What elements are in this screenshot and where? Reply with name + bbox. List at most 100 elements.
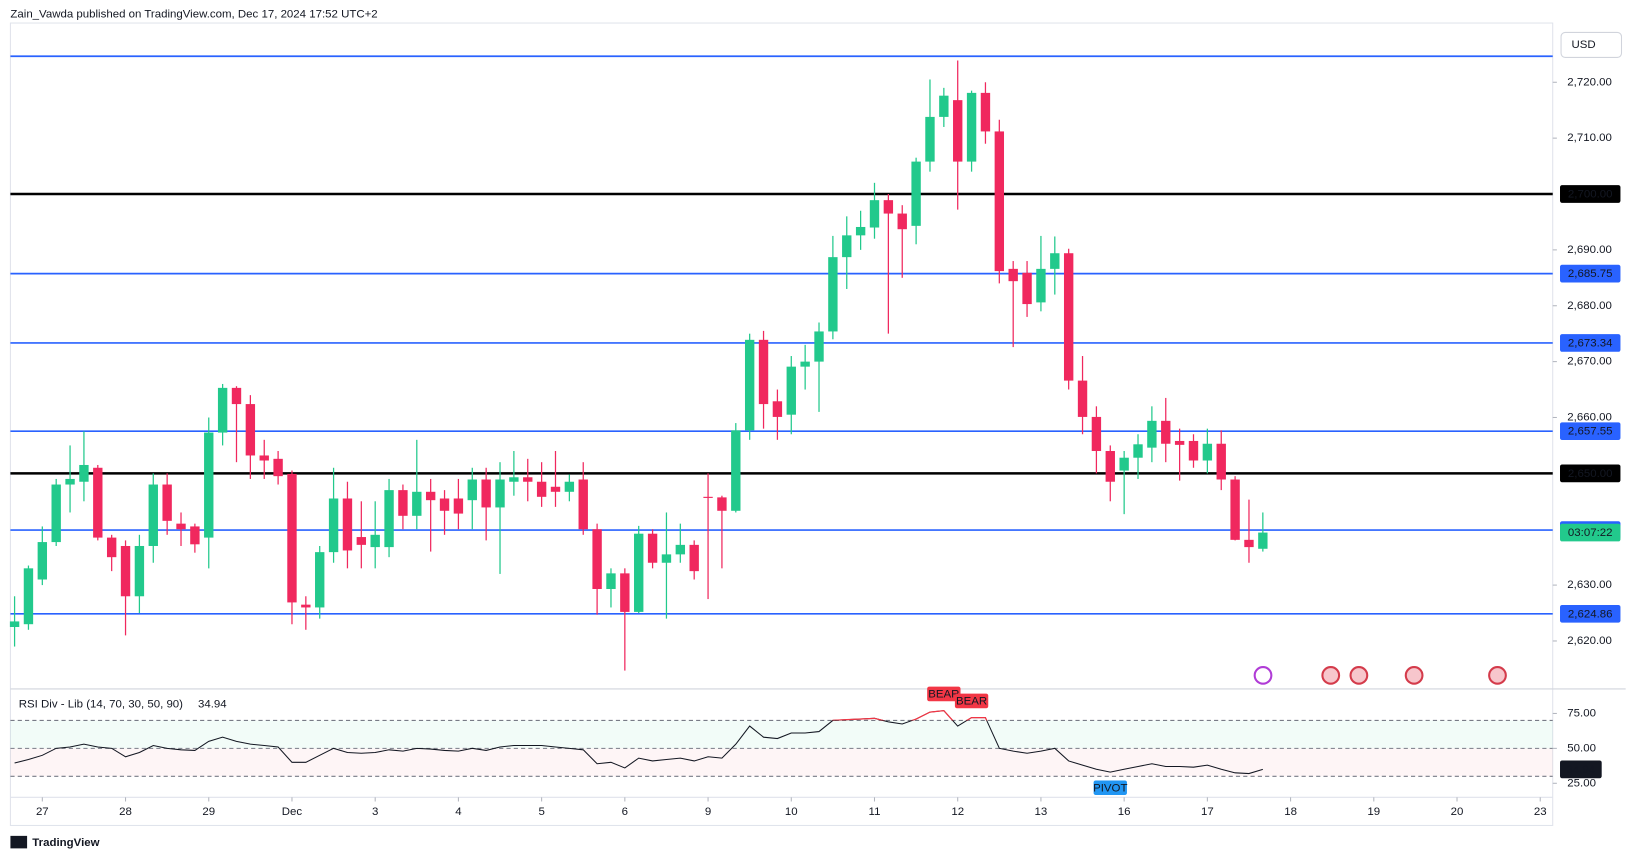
candle-body [703, 496, 713, 498]
candle-body [842, 235, 852, 258]
plot-frame [9, 22, 1554, 826]
candle-body [689, 544, 699, 572]
candle-body [855, 226, 866, 236]
candle-body [980, 92, 991, 132]
candle-body [204, 432, 214, 538]
y-tick-label: 2,710.00 [1567, 132, 1612, 144]
signal-label: BEAR [928, 689, 959, 701]
candle-body [1188, 440, 1199, 461]
y-tick-label: 2,660.00 [1567, 412, 1612, 424]
candle-body [384, 490, 394, 548]
signal-label: BEAR [956, 696, 987, 708]
candle-body [1147, 420, 1157, 448]
candle-body [106, 537, 117, 558]
y-tick-label: 2,670.00 [1567, 356, 1612, 368]
candle-body [634, 533, 644, 612]
candle-body [1133, 444, 1143, 458]
candle-body [65, 478, 75, 485]
y-tick-label: 25.00 [1567, 777, 1596, 789]
candle-body [1050, 253, 1060, 269]
x-tick-label: 28 [119, 806, 132, 818]
event-icon[interactable] [1321, 666, 1341, 685]
level-label: 2,624.86 [1568, 608, 1613, 620]
level-label-box [1560, 422, 1621, 441]
candle-body [606, 573, 616, 590]
x-tick-label: 19 [1367, 806, 1380, 818]
candle-body [328, 498, 339, 553]
x-tick-label: 11 [869, 806, 881, 818]
zone-upper [10, 720, 1553, 749]
candle-body [523, 477, 533, 482]
signal-box [927, 686, 961, 702]
candle-body [994, 131, 1005, 272]
x-tick-label: 27 [36, 806, 49, 818]
candle-body [259, 455, 269, 461]
candle-body [134, 545, 145, 597]
event-icon[interactable] [1349, 666, 1369, 685]
candle-body [966, 92, 977, 162]
level-label: 2,657.55 [1568, 426, 1613, 438]
level-label-box [1560, 464, 1621, 483]
x-tick-label: 6 [622, 806, 628, 818]
candle-body [675, 544, 686, 555]
x-tick-label: 5 [538, 806, 544, 818]
candle-body [231, 387, 242, 405]
event-icon[interactable] [1253, 666, 1273, 685]
candle-body [536, 481, 547, 497]
candle-body [550, 486, 561, 492]
x-tick-label: 18 [1284, 806, 1297, 818]
candle-body [786, 366, 796, 415]
candle-body [647, 533, 658, 563]
candle-body [439, 498, 450, 511]
candle-body [564, 481, 575, 492]
x-tick-label: 23 [1534, 806, 1547, 818]
y-tick-label: 2,620.00 [1567, 635, 1612, 647]
candle-body [412, 491, 422, 516]
candle-body [1063, 253, 1074, 381]
level-label: 2,650.00 [1568, 468, 1613, 480]
x-tick-label: 4 [455, 806, 462, 818]
y-tick-label: 50.00 [1567, 742, 1596, 754]
y-tick-label: 2,630.00 [1567, 579, 1612, 591]
currency-label[interactable]: USD [1571, 39, 1595, 51]
candle-body [1091, 416, 1102, 452]
countdown-box [1560, 523, 1621, 542]
candle-body [1022, 272, 1032, 305]
x-tick-label: 16 [1118, 806, 1131, 818]
brand: TradingView [32, 837, 99, 849]
candle-body [744, 339, 755, 431]
brand-logo [10, 835, 28, 849]
candle-body [1077, 380, 1088, 417]
candle-body [911, 161, 921, 226]
signal-box [954, 693, 989, 709]
candle-body [273, 458, 283, 477]
candle-body [1161, 420, 1171, 444]
candle-body [287, 473, 297, 603]
byline: Zain_Vawda published on TradingView.com,… [10, 9, 377, 21]
candle-body [356, 537, 367, 545]
candle-body [772, 401, 783, 417]
indicator-title: RSI Div - Lib (14, 70, 30, 50, 90) [19, 699, 183, 711]
candle-body [1174, 440, 1185, 445]
candle-body [425, 491, 436, 501]
x-tick-label: 12 [951, 806, 964, 818]
candle-body [592, 529, 602, 590]
level-label-box [1560, 185, 1621, 203]
candle-body [1036, 268, 1046, 303]
countdown: 03:07:22 [1568, 527, 1613, 539]
event-icon[interactable] [1488, 666, 1507, 685]
event-icons [1253, 666, 1507, 685]
candle-body [1216, 443, 1226, 480]
candle-body [217, 387, 228, 433]
event-icon[interactable] [1404, 666, 1424, 685]
candle-body [1008, 268, 1018, 282]
currency-button[interactable] [1560, 31, 1623, 58]
candle-body [148, 484, 158, 546]
candle-body [93, 467, 103, 538]
level-label-box [1560, 604, 1621, 623]
rsi-line [14, 710, 1263, 775]
candle-body [23, 568, 34, 625]
candle-body [883, 200, 894, 214]
signal-box [1093, 780, 1127, 796]
